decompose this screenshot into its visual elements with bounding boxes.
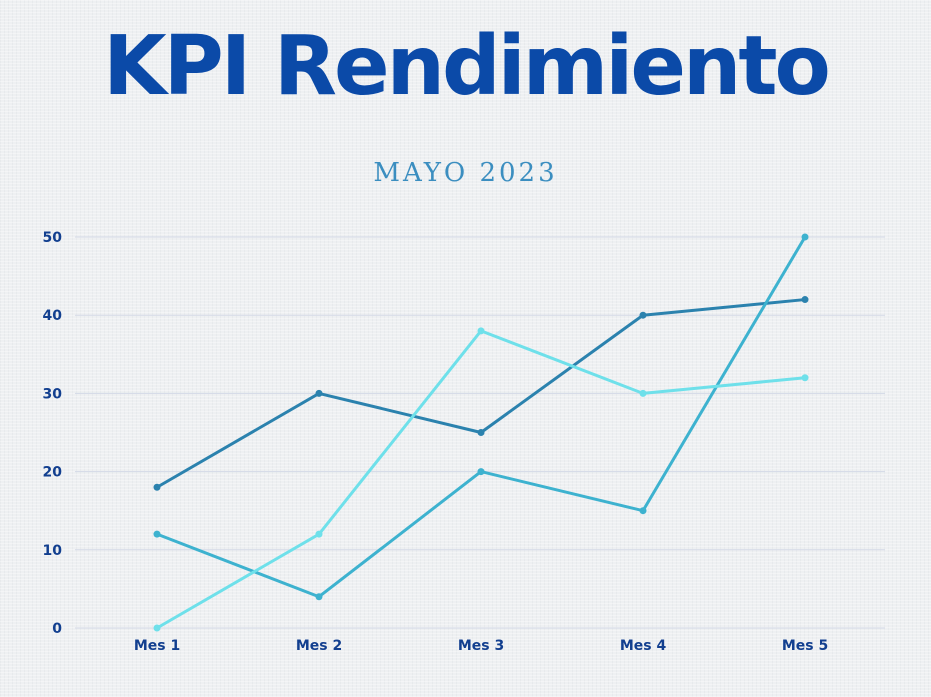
- x-tick-label: Mes 3: [458, 638, 504, 654]
- y-axis-ticks: 0 10 20 30 40 50: [43, 230, 63, 637]
- data-point: [477, 327, 485, 335]
- x-tick-label: Mes 2: [296, 638, 342, 654]
- y-tick-label: 40: [43, 308, 63, 324]
- data-point: [315, 389, 323, 397]
- series-line: [156, 329, 806, 630]
- x-tick-label: Mes 5: [782, 638, 828, 654]
- series-2: [153, 233, 809, 601]
- series-3: [153, 327, 809, 632]
- data-point: [477, 468, 485, 476]
- data-point: [639, 507, 647, 515]
- data-point: [153, 530, 161, 538]
- data-point: [477, 429, 485, 436]
- x-axis-ticks: Mes 1 Mes 2 Mes 3 Mes 4 Mes 5: [134, 638, 828, 654]
- data-point: [315, 593, 323, 601]
- data-point: [153, 483, 161, 491]
- data-point: [801, 374, 809, 382]
- series-line: [156, 236, 807, 599]
- data-point: [153, 624, 161, 632]
- y-tick-label: 30: [43, 386, 63, 402]
- page-subtitle: MAYO 2023: [373, 158, 558, 188]
- y-tick-label: 0: [52, 621, 62, 637]
- y-tick-label: 50: [43, 230, 63, 246]
- data-point: [801, 296, 809, 304]
- data-point: [639, 311, 647, 319]
- data-point: [801, 233, 809, 241]
- y-tick-label: 20: [43, 465, 63, 481]
- x-tick-label: Mes 4: [620, 638, 667, 654]
- page-title: KPI Rendimiento: [103, 19, 831, 114]
- series-1: [153, 296, 809, 491]
- data-point: [315, 530, 323, 538]
- data-point: [639, 389, 647, 397]
- y-tick-label: 10: [43, 543, 63, 559]
- x-tick-label: Mes 1: [134, 638, 180, 654]
- series-lines: [153, 233, 809, 632]
